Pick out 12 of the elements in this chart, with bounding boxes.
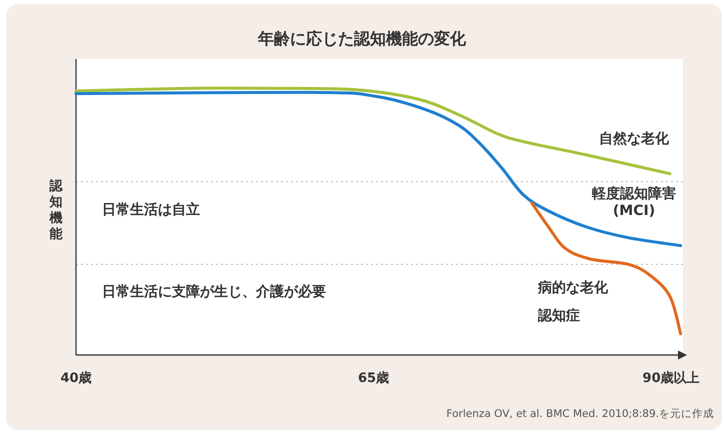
x-tick-label: 40歳 xyxy=(60,371,92,386)
text: Forlenza OV, et al. BMC Med. 2010;8:89.を元に作成 xyxy=(446,407,714,420)
x-tick-label: 90歳以上 xyxy=(642,371,700,386)
y-axis-title: 認知機能 xyxy=(48,178,64,242)
annotation: 日常生活は自立 xyxy=(102,201,200,218)
x-tick-label: 65歳 xyxy=(358,371,390,386)
series-label: 軽度認知障害 (MCI) xyxy=(591,185,676,219)
annotation: 日常生活に支障が生じ、介護が必要 xyxy=(102,283,326,300)
series-label: 自然な老化 xyxy=(599,131,670,147)
series-label: 病的な老化 xyxy=(537,279,609,296)
chart-title: 年齢に応じた認知機能の変化 xyxy=(257,29,467,48)
annotation: 認知症 xyxy=(537,307,580,324)
